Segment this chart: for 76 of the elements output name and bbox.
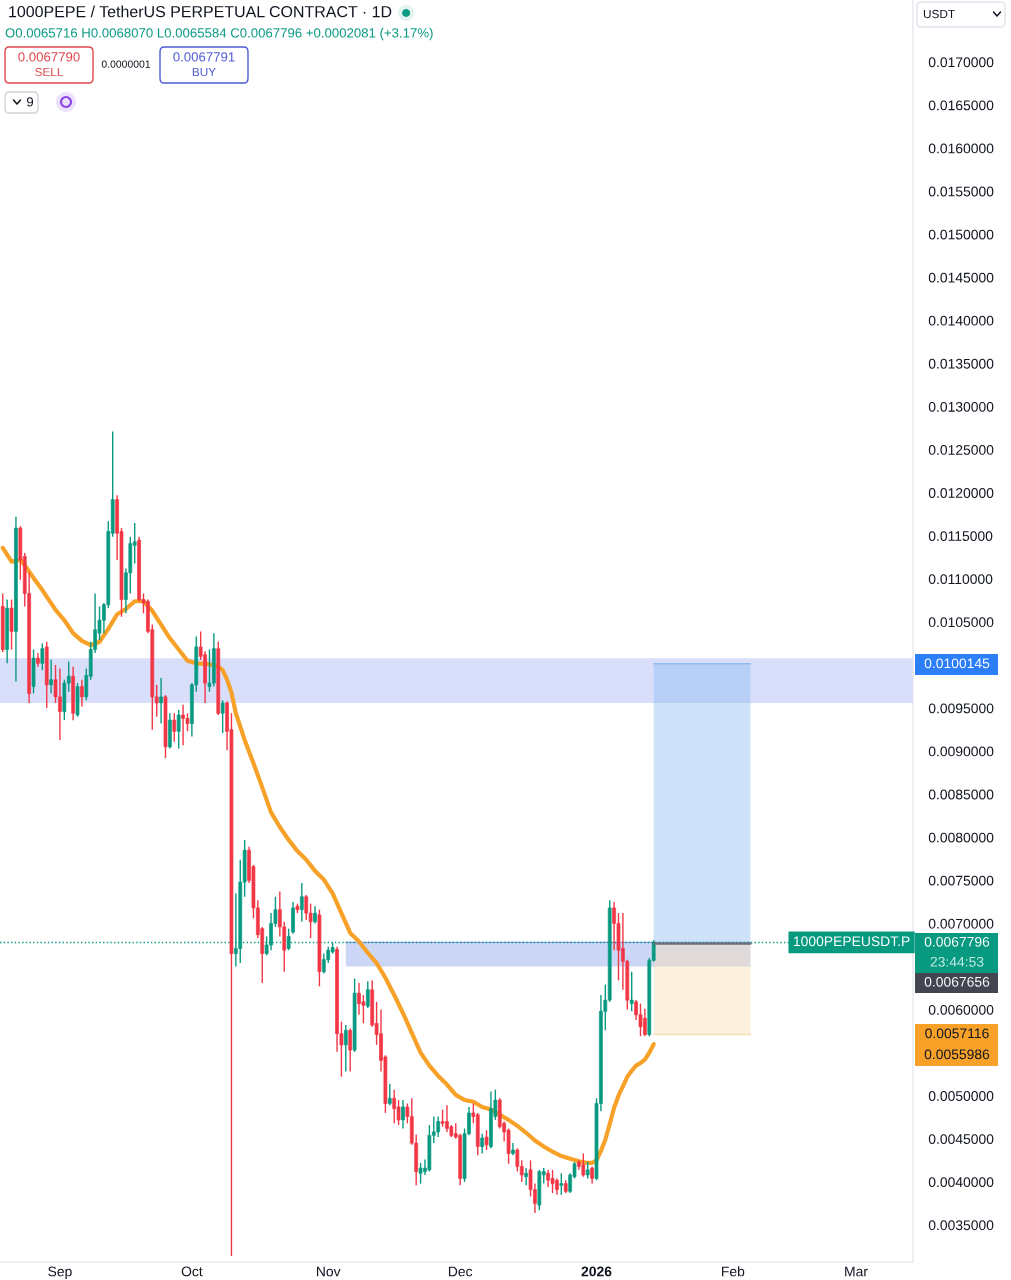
y-tick-label: 0.0145000: [928, 272, 994, 283]
annotation: 0.0067791: [173, 52, 235, 62]
y-tick-label: 0.0110000: [928, 574, 993, 585]
y-tick-label: 0.0120000: [928, 488, 994, 498]
text: USDT: [923, 9, 955, 19]
candlestick: [524, 1167, 528, 1187]
y-tick-label: 0.0130000: [928, 401, 994, 412]
annotation: 0.0067790: [18, 52, 80, 62]
text: 0.0057116: [925, 1028, 989, 1039]
candlestick: [638, 1002, 643, 1037]
chart-title: 1000PEPE / TetherUS PERPETUAL CONTRACT · 1D: [9, 5, 392, 18]
candlestick: [365, 980, 370, 1009]
text: 0.0067656: [924, 976, 990, 987]
text: 0.0055986: [924, 1049, 990, 1060]
candlestick: [550, 1169, 555, 1194]
text: 0.0067796: [924, 936, 990, 947]
candlestick: [348, 1027, 353, 1073]
candlestick: [629, 971, 634, 1013]
candlestick: [480, 1132, 484, 1155]
x-tick-label: Mar: [845, 1266, 868, 1277]
candlestick: [176, 709, 181, 750]
candlestick: [40, 642, 45, 671]
y-tick-label: 0.0075000: [928, 875, 994, 886]
text: O0.0065716 H0.0068070 L0.0065584 C0.0067796 +0.0002081 (+3.17%): [5, 27, 433, 41]
candlestick: [159, 677, 163, 725]
y-tick-label: 0.0095000: [928, 703, 994, 714]
y-tick-label: 0.0160000: [928, 143, 994, 154]
candlestick: [172, 712, 177, 743]
candlestick: [304, 894, 309, 921]
candlestick: [321, 952, 326, 975]
x-tick-label: Dec: [448, 1266, 473, 1277]
y-tick-label: 0.0045000: [928, 1134, 994, 1144]
y-tick-label: 0.0090000: [928, 746, 994, 757]
text: 23:44:53: [930, 956, 984, 967]
y-tick-label: 0.0150000: [928, 229, 994, 240]
x-tick-label: Feb: [722, 1266, 745, 1277]
y-tick-label: 0.0135000: [928, 358, 994, 369]
candlestick: [484, 1129, 489, 1151]
x-tick-label: Sep: [48, 1266, 72, 1280]
candlestick: [387, 1082, 392, 1106]
x-tick-label: Oct: [181, 1266, 203, 1277]
ref-line-label: 1000PEPEUSDT.P: [793, 936, 910, 947]
candlestick: [515, 1147, 520, 1173]
x-tick-label: 2026: [581, 1266, 612, 1277]
text: 0.0100145: [924, 658, 990, 669]
candlestick: [299, 882, 304, 923]
y-tick-label: 0.0125000: [928, 445, 994, 455]
y-tick-label: 0.0165000: [928, 100, 994, 111]
y-tick-label: 0.0050000: [928, 1091, 994, 1101]
y-tick-label: 0.0170000: [928, 57, 994, 68]
candlestick: [220, 699, 225, 734]
y-tick-label: 0.0080000: [928, 832, 994, 843]
y-tick-label: 0.0155000: [928, 186, 994, 197]
y-tick-label: 0.0115000: [928, 531, 993, 541]
y-tick-label: 0.0070000: [928, 918, 994, 929]
candlestick: [559, 1172, 564, 1196]
annotation: SELL: [35, 67, 64, 77]
y-tick-label: 0.0140000: [928, 315, 994, 326]
candlestick: [581, 1152, 586, 1178]
annotation: 0.0000001: [101, 60, 151, 68]
candlestick: [436, 1115, 441, 1138]
annotation: BUY: [192, 67, 216, 77]
candlestick: [49, 659, 53, 695]
y-tick-label: 0.0040000: [928, 1177, 994, 1188]
candlestick: [9, 598, 14, 651]
candlestick: [401, 1099, 405, 1130]
y-tick-label: 0.0035000: [928, 1220, 994, 1231]
candlestick: [80, 678, 84, 708]
candlestick: [418, 1162, 423, 1185]
y-tick-label: 0.0060000: [928, 1004, 994, 1015]
annotation: 9: [26, 97, 34, 107]
y-tick-label: 0.0085000: [928, 789, 994, 800]
candlestick: [392, 1089, 397, 1125]
x-tick-label: Nov: [317, 1266, 341, 1277]
y-tick-label: 0.0105000: [928, 617, 994, 628]
candlestick: [343, 1024, 348, 1073]
